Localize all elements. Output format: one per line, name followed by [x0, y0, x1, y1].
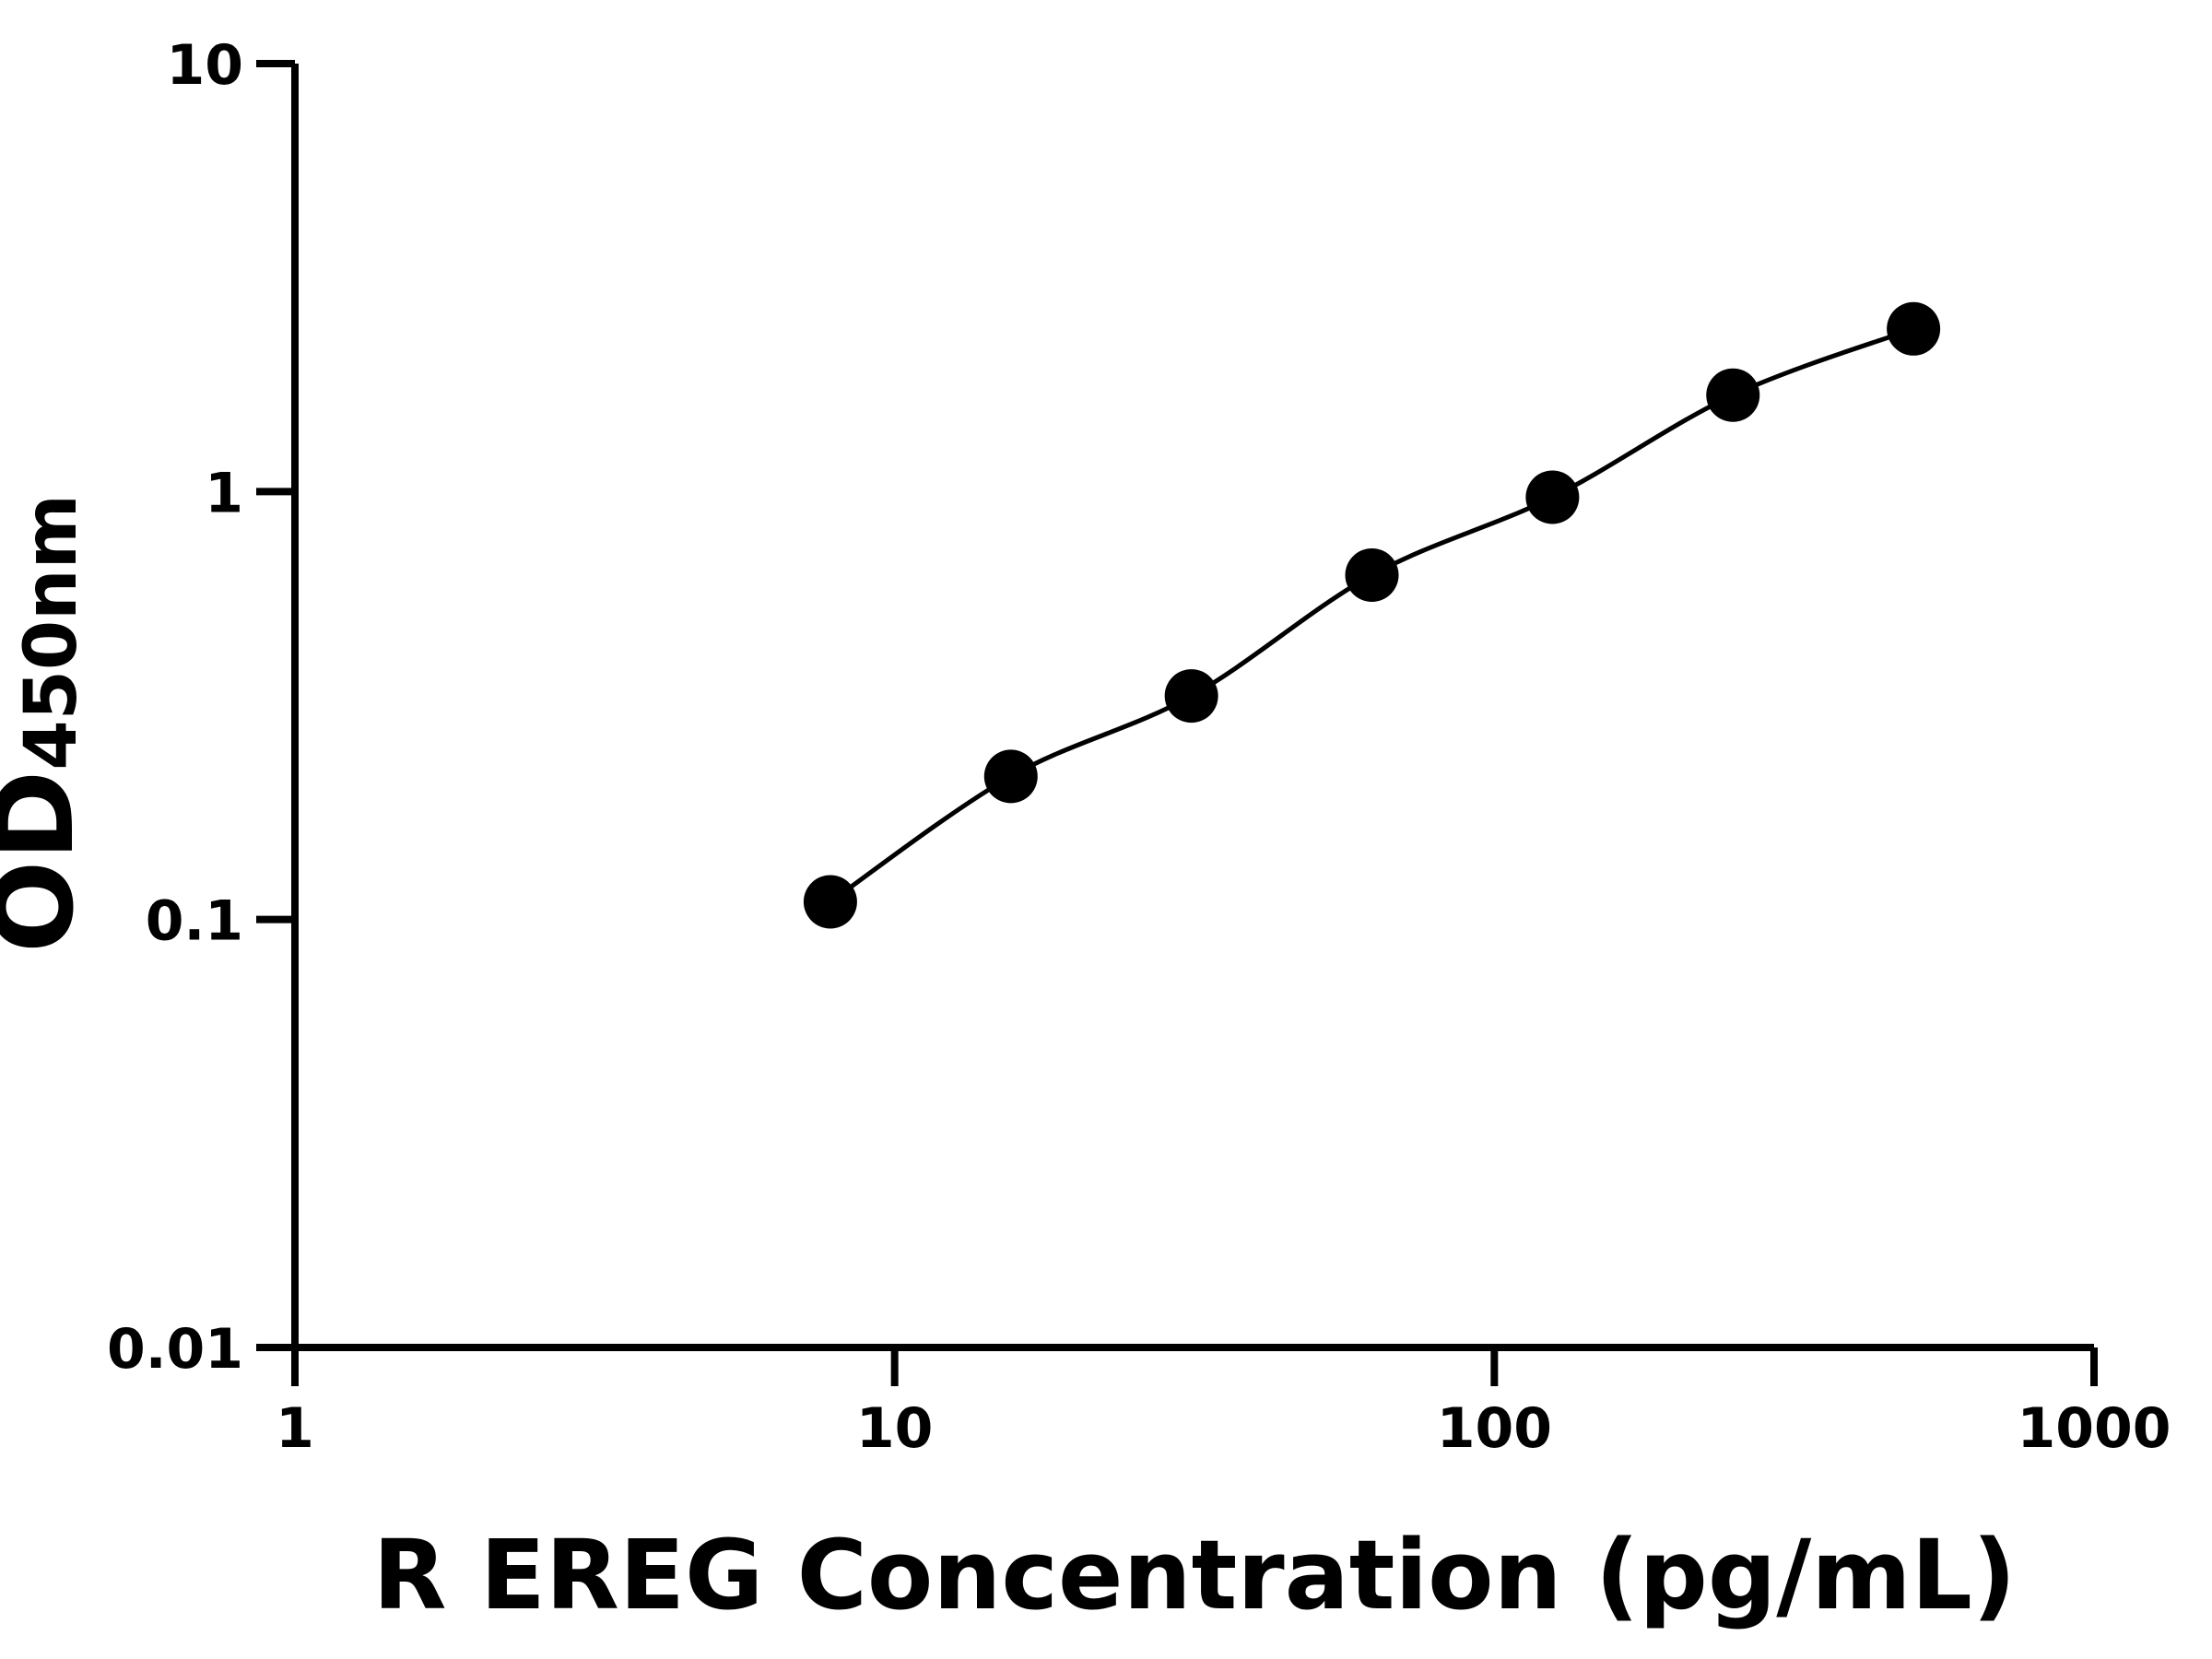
x-axis-label: R EREG Concentration (pg/mL) — [373, 1519, 2017, 1631]
y-axis-label: OD450nm — [0, 494, 98, 953]
y-tick-label: 0.1 — [146, 889, 243, 954]
data-point — [983, 749, 1038, 804]
x-tick-label: 10 — [856, 1396, 934, 1461]
y-tick-label: 0.01 — [107, 1317, 243, 1382]
y-axis-label-sub: 450nm — [10, 494, 93, 771]
x-tick-label: 1000 — [2018, 1396, 2171, 1461]
y-axis-label-main: OD — [0, 771, 98, 953]
data-point — [1887, 301, 1941, 356]
data-point — [1525, 470, 1580, 524]
data-point — [1706, 368, 1760, 422]
x-tick-label: 100 — [1437, 1396, 1552, 1461]
y-tick-label: 1 — [205, 461, 243, 525]
y-tick-label: 10 — [167, 33, 244, 98]
data-point — [1345, 547, 1399, 602]
data-point — [1164, 669, 1218, 724]
data-point — [803, 875, 857, 929]
x-tick-label: 1 — [276, 1396, 314, 1461]
